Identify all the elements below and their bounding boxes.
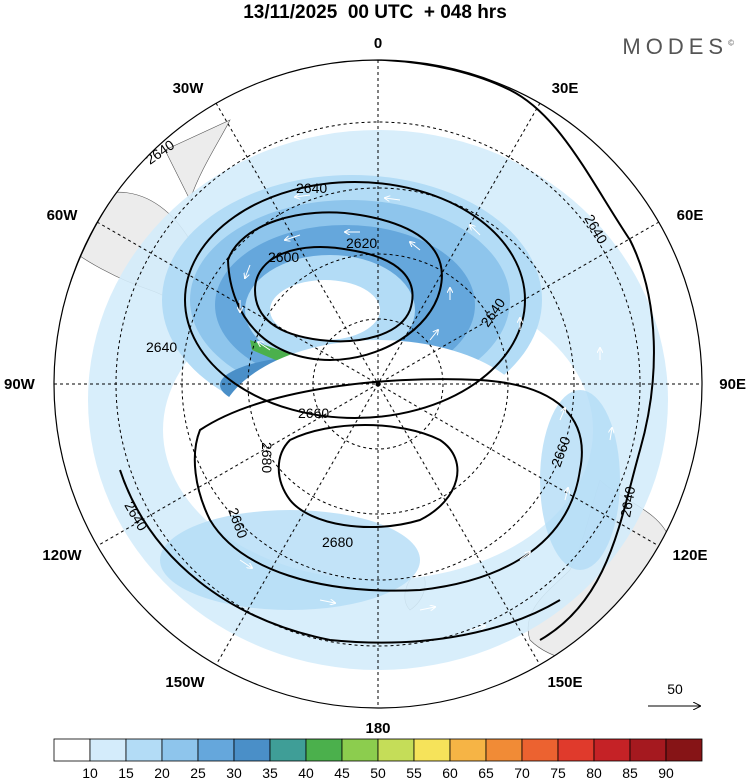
colorbar-swatch <box>413 738 451 762</box>
map-boundary <box>53 59 703 709</box>
colorbar-tick-label: 70 <box>514 765 530 781</box>
lon-label-120e: 120E <box>672 547 707 564</box>
lon-label-120w: 120W <box>42 547 82 564</box>
contour-label: 2640 <box>296 180 327 196</box>
reference-vector-label: 50 <box>667 681 683 697</box>
lon-label-30w: 30W <box>173 80 205 97</box>
colorbar-tick-label: 90 <box>658 765 674 781</box>
south-pole-marker <box>375 381 381 387</box>
colorbar-tick-label: 80 <box>586 765 602 781</box>
colorbar-swatch <box>305 738 343 762</box>
colorbar-tick-label: 20 <box>154 765 170 781</box>
colorbar-swatch <box>341 738 379 762</box>
map-title: 13/11/2025 00 UTC + 048 hrs <box>243 2 507 23</box>
map-disc: 2640 2640 2620 2600 2640 2640 2640 2660 … <box>54 60 702 708</box>
colorbar-swatch <box>629 738 667 762</box>
lon-label-180: 180 <box>365 720 390 737</box>
contour-label: 2600 <box>268 249 299 265</box>
colorbar-tick-label: 60 <box>442 765 458 781</box>
colorbar-tick-label: 65 <box>478 765 494 781</box>
brand-logo: MODES© <box>622 34 734 60</box>
brand-copyright: © <box>728 38 734 48</box>
colorbar-swatch <box>269 738 307 762</box>
colorbar-swatch <box>377 738 415 762</box>
colorbar-tick-label: 40 <box>298 765 314 781</box>
colorbar-swatch <box>593 738 631 762</box>
contour-label: 2660 <box>298 405 329 421</box>
lon-label-60e: 60E <box>677 207 704 224</box>
brand-name: MODES <box>622 34 729 59</box>
longitude-labels: 0 180 90W 90E 30W 60W 30E 60E 120W 150W … <box>4 35 746 737</box>
colorbar-tick-label: 85 <box>622 765 638 781</box>
contour-label: 2680 <box>322 534 353 550</box>
lon-label-0: 0 <box>374 35 382 52</box>
contour-label: 2620 <box>346 235 377 251</box>
colorbar-swatch <box>89 738 127 762</box>
colorbar-swatch <box>485 738 523 762</box>
contour-label: 2680 <box>259 442 275 473</box>
colorbar: 10 15 20 25 30 35 40 45 50 55 60 65 70 75 80 85 90 <box>53 738 703 781</box>
colorbar-tick-label: 30 <box>226 765 242 781</box>
lon-label-150e: 150E <box>547 674 582 691</box>
colorbar-tick-label: 75 <box>550 765 566 781</box>
reference-vector: 50 <box>648 681 700 706</box>
colorbar-tick-label: 15 <box>118 765 134 781</box>
contour-label: 2640 <box>146 339 177 355</box>
colorbar-swatch <box>233 738 271 762</box>
colorbar-swatch <box>521 738 559 762</box>
contour-label: 2640 <box>617 485 638 519</box>
lon-label-90e: 90E <box>719 376 746 393</box>
colorbar-swatch <box>665 738 703 762</box>
colorbar-swatch <box>161 738 199 762</box>
colorbar-swatch <box>53 738 91 762</box>
wind-shading <box>88 130 668 670</box>
colorbar-swatch <box>197 738 235 762</box>
wind-vectors <box>170 195 612 631</box>
colorbar-tick-label: 45 <box>334 765 350 781</box>
colorbar-tick-label: 35 <box>262 765 278 781</box>
lon-label-90w: 90W <box>4 376 36 393</box>
lon-label-150w: 150W <box>165 674 205 691</box>
colorbar-tick-label: 10 <box>82 765 98 781</box>
colorbar-swatch <box>449 738 487 762</box>
colorbar-tick-label: 25 <box>190 765 206 781</box>
colorbar-tick-label: 55 <box>406 765 422 781</box>
colorbar-swatch <box>125 738 163 762</box>
colorbar-tick-label: 50 <box>370 765 386 781</box>
lon-label-30e: 30E <box>552 80 579 97</box>
colorbar-swatch <box>557 738 595 762</box>
lon-label-60w: 60W <box>47 207 79 224</box>
